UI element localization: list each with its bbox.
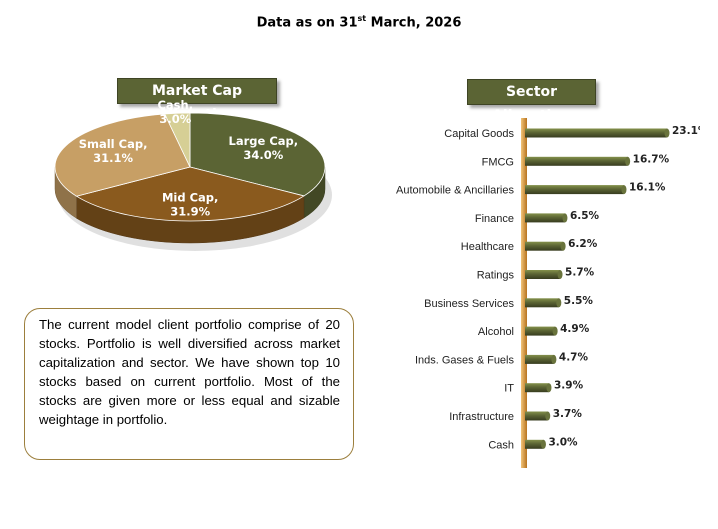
portfolio-note: The current model client portfolio compr… <box>24 308 354 460</box>
pie-label-small-cap: Small Cap, 31.1% <box>79 137 148 165</box>
title-suffix: March, 2026 <box>366 15 462 31</box>
bar-value-label: 16.1% <box>629 182 666 194</box>
pie-slice-cash <box>164 112 191 168</box>
pie-slice-mid-cap <box>75 166 305 222</box>
bar-8 <box>525 326 556 336</box>
pie-slice-small-cap <box>54 113 191 197</box>
bar-category-label: IT <box>504 383 514 395</box>
bar-cap-9 <box>551 354 557 364</box>
bar-value-label: 4.7% <box>559 351 589 363</box>
bar-cap-12 <box>540 439 546 449</box>
market-cap-pie-chart: Large Cap, 34.0% Mid Cap, 31.9% Small Cap, 31… <box>54 100 332 251</box>
pie-label-large-cap: Large Cap, 34.0% <box>229 134 299 162</box>
bar-value-label: 3.0% <box>548 436 578 448</box>
bar-cap-5 <box>560 241 566 251</box>
bar-category-label: Inds. Gases & Fuels <box>415 354 515 366</box>
bar-category-label: Business Services <box>424 298 514 310</box>
bar-category-label: Cash <box>488 439 514 451</box>
bar-value-label: 6.2% <box>568 238 598 250</box>
pie-label-cash: Cash, 3.0% <box>157 100 193 126</box>
bar-1 <box>525 128 667 138</box>
bar-4 <box>525 213 565 223</box>
bar-value-label: 3.7% <box>553 408 583 420</box>
bar-category-label: FMCG <box>482 156 514 168</box>
pie-label-mid-cap: Mid Cap, 31.9% <box>162 190 218 218</box>
bar-cap-2 <box>625 156 631 166</box>
bar-cap-10 <box>546 383 552 393</box>
bar-12 <box>525 439 544 449</box>
sector-title: Sector Allocation <box>467 79 596 124</box>
sector-bar-chart: Capital Goods 23.1% FMCG 16.7% Automobile & … <box>396 118 700 468</box>
bar-value-label: 3.9% <box>554 380 584 392</box>
bar-cap-6 <box>557 270 563 279</box>
bar-11 <box>525 411 548 421</box>
bar-category-label: Automobile & Ancillaries <box>396 185 515 197</box>
bar-value-label: 4.9% <box>560 323 590 335</box>
bar-category-label: Infrastructure <box>449 411 514 423</box>
bar-9 <box>525 354 554 364</box>
bar-value-label: 16.7% <box>633 153 670 165</box>
bar-cap-8 <box>552 326 558 336</box>
bar-value-label: 6.5% <box>570 210 600 222</box>
bar-category-label: Alcohol <box>478 326 514 338</box>
bar-cap-4 <box>562 213 568 223</box>
bar-cap-3 <box>621 185 627 195</box>
bar-cap-11 <box>545 411 551 421</box>
bar-value-label: 5.5% <box>564 295 594 307</box>
bar-7 <box>525 298 559 308</box>
bar-category-label: Capital Goods <box>444 128 514 140</box>
bar-category-label: Healthcare <box>461 241 514 253</box>
bar-5 <box>525 241 564 251</box>
bar-value-label: 5.7% <box>565 267 595 279</box>
bar-cap-7 <box>556 298 562 308</box>
bar-value-label: 23.1% <box>672 125 700 137</box>
bar-cap-1 <box>664 128 670 138</box>
title-superscript: st <box>357 14 367 23</box>
page-title: Data as on 31st March, 2026 <box>0 14 718 30</box>
bar-3 <box>525 185 624 195</box>
bar-2 <box>525 156 628 166</box>
bar-axis <box>521 118 527 468</box>
bar-10 <box>525 383 549 393</box>
bar-6 <box>525 270 561 279</box>
bar-category-label: Ratings <box>477 270 515 282</box>
title-prefix: Data as on 31 <box>256 15 358 31</box>
bar-category-label: Finance <box>475 213 514 225</box>
